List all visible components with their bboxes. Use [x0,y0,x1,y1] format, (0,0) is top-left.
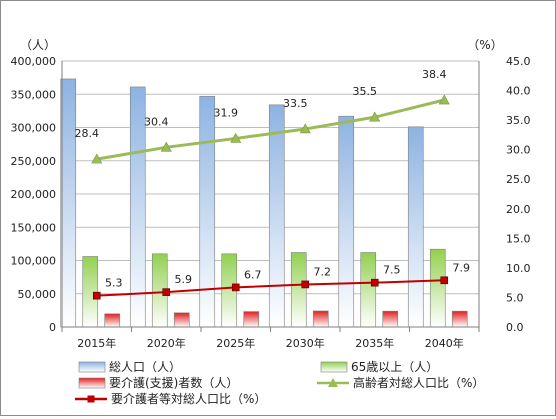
y-left-tick-label: 250,000 [11,155,57,168]
y-right-tick-label: 35.0 [506,114,531,127]
y-right-tick-label: 15.0 [506,232,531,245]
point-care-ratio [301,280,310,289]
bar-care-recipients [173,312,190,328]
data-label: 31.9 [214,106,239,119]
x-tick-label: 2025年 [216,336,255,350]
y-right-tick-label: 20.0 [506,203,531,216]
data-label: 7.9 [453,261,471,274]
y-right-tick-label: 40.0 [506,85,531,98]
bar-total-population [199,95,216,328]
legend-label: 要介護(支援)者数（人） [109,375,238,390]
legend: 総人口（人） 65歳以上（人） 要介護(支援)者数（人） 高齢者対総人口比（%） 要介護… [75,360,484,406]
y-left-axis-unit: （人） [20,38,56,52]
data-label: 30.4 [144,115,169,128]
y-left-tick-label: 0 [49,321,56,334]
legend-swatch [78,377,106,389]
data-label: 5.3 [105,277,123,290]
y-left-tick-label: 400,000 [11,55,57,68]
y-right-axis-unit: （%） [467,38,502,52]
legend-swatch [320,361,348,373]
bar-total-population [407,126,424,328]
point-care-ratio [162,288,171,296]
x-tick-label: 2030年 [286,336,325,350]
point-aged-ratio [299,123,311,134]
bar-care-recipients [104,313,121,328]
bar-total-population [338,115,355,328]
y-left-tick-label: 50,000 [18,288,57,301]
data-label: 7.5 [383,264,401,277]
point-care-ratio [440,276,449,285]
y-left-tick-label: 300,000 [11,122,57,135]
bar-aged-65-plus [290,252,307,328]
y-right-tick-label: 25.0 [506,173,531,186]
y-right-tick-label: 10.0 [506,262,531,275]
x-tick-label: 2040年 [425,336,464,350]
y-right-tick-label: 45.0 [506,55,531,68]
point-care-ratio [231,283,240,292]
legend-label: 65歳以上（人） [351,360,438,374]
legend-label: 総人口（人） [109,360,181,374]
point-care-ratio [92,291,101,300]
y-right-tick-label: 30.0 [506,144,531,157]
y-right-tick-label: 0.0 [506,321,524,334]
x-tick-label: 2015年 [77,336,116,350]
legend-label: 高齢者対総人口比（%） [353,375,484,390]
y-left-tick-label: 150,000 [11,221,57,234]
legend-item-total-population: 総人口（人） [78,360,181,374]
point-aged-ratio [91,153,103,164]
bar-total-population [60,78,77,328]
bar-aged-65-plus [360,252,377,328]
x-tick-label: 2020年 [147,336,186,350]
data-label: 35.5 [353,85,378,98]
bar-care-recipients [243,311,260,328]
data-label: 33.5 [283,97,308,110]
y-left-tick-label: 350,000 [11,88,57,101]
line-care-ratio [96,279,445,297]
point-aged-ratio [438,94,450,105]
legend-item-aged-65-plus: 65歳以上（人） [320,360,438,374]
x-tick-label: 2035年 [355,336,394,350]
data-label: 6.7 [244,268,262,281]
legend-marker [87,395,95,403]
point-care-ratio [370,278,379,287]
y-right-tick-label: 5.0 [506,291,524,304]
line-aged-ratio [96,98,445,161]
legend-swatch [78,361,106,373]
line-series-group: 28.4 30.4 31.9 33.5 35.5 38.4 5.3 5.9 6.7 7.2 7.5 7… [75,68,471,300]
bar-series-group [60,78,468,328]
legend-marker [328,378,338,387]
axes: 0 50,000 100,000 150,000 200,000 250,000 300,0… [11,38,531,350]
data-label: 38.4 [422,68,447,81]
legend-item-aged-ratio: 高齢者対総人口比（%） [317,375,484,390]
bar-care-recipients [451,310,468,328]
y-left-tick-label: 200,000 [11,188,57,201]
legend-item-care-ratio: 要介護者等対総人口比（%） [75,391,266,406]
legend-item-care-recipients: 要介護(支援)者数（人） [78,375,238,390]
bar-total-population [129,86,146,328]
bar-total-population [268,104,285,328]
point-aged-ratio [369,111,381,122]
data-label: 7.2 [314,265,332,278]
point-aged-ratio [160,141,172,152]
point-aged-ratio [230,132,242,143]
bar-care-recipients [312,310,329,328]
bar-aged-65-plus [82,256,99,328]
data-label: 28.4 [75,127,100,140]
y-left-tick-label: 100,000 [11,255,57,268]
data-label: 5.9 [175,273,193,286]
bar-care-recipients [382,310,399,328]
bar-aged-65-plus [429,248,446,328]
legend-label: 要介護者等対総人口比（%） [111,391,266,406]
